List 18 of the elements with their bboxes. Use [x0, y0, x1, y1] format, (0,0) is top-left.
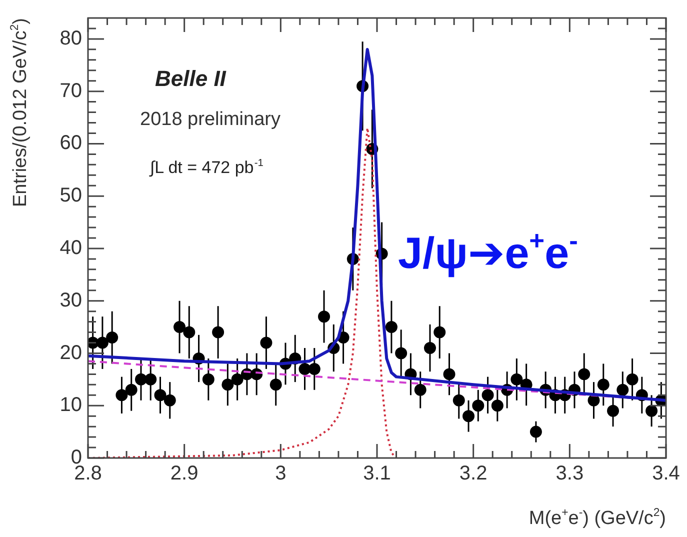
y-tick-label: 50 — [60, 184, 82, 207]
x-tick-label: 3.2 — [459, 462, 488, 485]
y-tick-label: 80 — [60, 27, 82, 50]
annotation: 2018 preliminary — [140, 109, 281, 130]
y-tick-label: 40 — [60, 236, 82, 259]
x-tick-label: 3.4 — [652, 462, 680, 485]
x-tick-label: 3.3 — [556, 462, 584, 485]
annotation: J/ψ➔e+e- — [398, 226, 578, 278]
y-tick-label: 10 — [60, 394, 82, 416]
y-tick-label: 60 — [60, 132, 82, 154]
y-tick-label: 70 — [60, 80, 82, 102]
y-tick-label: 20 — [60, 342, 82, 364]
x-tick-label: 2.9 — [170, 462, 198, 485]
y-tick-label: 30 — [60, 289, 82, 312]
x-tick-label: 3.1 — [363, 462, 391, 485]
y-axis-title: Entries/(0.012 GeV/c2) — [9, 18, 31, 208]
x-tick-label: 3 — [275, 462, 286, 485]
annotation: Belle II — [155, 66, 227, 91]
